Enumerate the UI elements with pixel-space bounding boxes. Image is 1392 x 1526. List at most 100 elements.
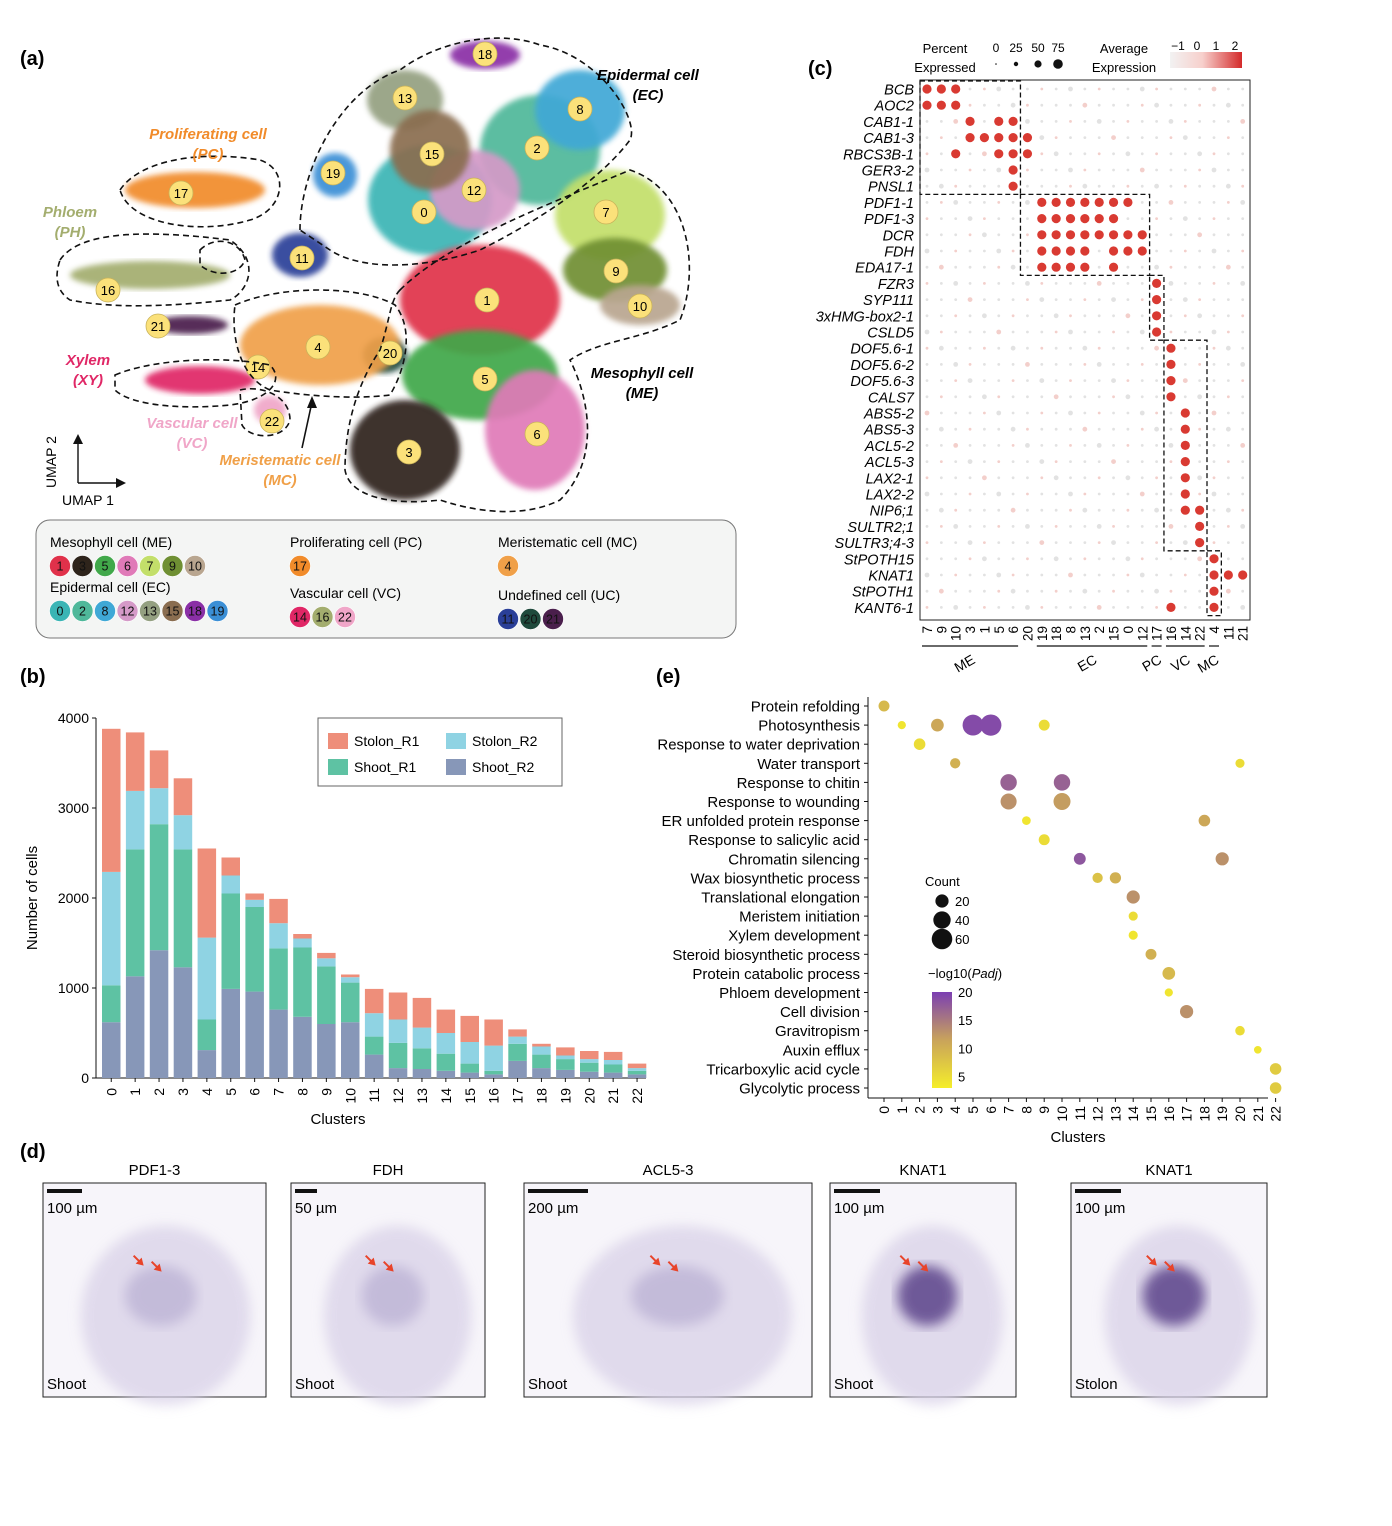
cluster-label-bg — [305, 334, 331, 360]
dot-StPOTH15-7 — [925, 557, 929, 561]
tissue-stain — [124, 1265, 197, 1326]
umap-cluster-label-10: 10 — [627, 293, 653, 319]
go-term-label: Glycolytic process — [739, 1081, 860, 1098]
in-situ-scale-label: 100 µm — [834, 1200, 884, 1217]
dot-KNAT1-4 — [1209, 570, 1219, 580]
dot-KNAT1-12 — [1139, 572, 1145, 578]
umap-cluster-17 — [125, 172, 265, 208]
dot-GER3-2-9 — [939, 168, 943, 172]
dot-ABS5-3-12 — [1140, 427, 1144, 431]
dot-SULTR3;4-3-10 — [954, 541, 958, 544]
dot-group-1: EC — [1036, 645, 1148, 675]
dot-StPOTH15-3 — [968, 557, 972, 561]
legend-cluster-10: 10 — [184, 555, 206, 577]
dot-EDA17-1-14 — [1183, 265, 1187, 269]
dot-BCB-17 — [1155, 87, 1158, 91]
go-term-label: Response to chitin — [737, 775, 860, 792]
go-point-24 — [1162, 967, 1176, 980]
dot-FDH-18 — [1051, 246, 1061, 256]
dot-NIP6;1-21 — [1241, 508, 1245, 512]
dot-CAB1-1-6 — [1008, 116, 1018, 126]
dot-3xHMG-box2-1-17 — [1152, 311, 1162, 321]
dot-BCB-20 — [1026, 87, 1029, 91]
umap-cluster-label-22: 22 — [259, 408, 285, 434]
go-x-tick-label: 12 — [1090, 1106, 1106, 1122]
cluster-tick-label: 5 — [992, 626, 1007, 634]
dot-StPOTH1-7 — [925, 589, 929, 593]
dot-DOF5.6-2-5 — [997, 363, 1001, 366]
dot-DOF5.6-2-17 — [1155, 363, 1158, 366]
dot-BCB-12 — [1139, 86, 1145, 92]
legend-cluster-6: 6 — [116, 555, 139, 577]
dot-PNSL1-1 — [983, 184, 986, 188]
dot-DOF5.6-2-19 — [1040, 363, 1044, 366]
dot-group-4: MC — [1195, 645, 1222, 676]
bar-Stolon_R1-17 — [508, 1029, 527, 1037]
dot-BCB-5 — [996, 86, 1002, 92]
dot-DOF5.6-1-12 — [1140, 346, 1144, 350]
cluster-label-bg — [603, 258, 629, 284]
dot-ABS5-2-22 — [1198, 411, 1202, 415]
dot-SYP111-22 — [1198, 298, 1202, 301]
dot-CAB1-3-21 — [1241, 136, 1245, 140]
dot-plot-gene-labels: BCBAOC2CAB1-1CAB1-3RBCS3B-1GER3-2PNSL1PD… — [816, 83, 915, 617]
dot-GER3-2-12 — [1139, 167, 1145, 173]
dot-NIP6;1-12 — [1140, 508, 1144, 512]
dot-FZR3-6 — [1011, 282, 1015, 285]
dot-DOF5.6-1-0 — [1126, 346, 1130, 350]
dot-NIP6;1-4 — [1212, 508, 1216, 512]
dot-DOF5.6-1-20 — [1026, 346, 1029, 350]
outline-meristematic — [233, 289, 407, 398]
count-legend-dot — [931, 928, 953, 950]
dot-StPOTH15-11 — [1226, 557, 1230, 561]
outline-mesophyll — [344, 169, 691, 513]
bar-Shoot_R1-12 — [388, 1042, 408, 1069]
bar-legend: Stolon_R1 Stolon_R2 Shoot_R1 Shoot_R2 — [328, 733, 538, 775]
dot-PDF1-3-22 — [1198, 217, 1202, 221]
region-name: Proliferating cell — [149, 126, 267, 143]
dot-ABS5-2-10 — [954, 411, 958, 415]
dot-StPOTH1-13 — [1082, 588, 1088, 594]
dot-FDH-5 — [996, 248, 1002, 254]
dot-CAB1-3-0 — [1126, 136, 1130, 140]
dot-KNAT1-9 — [939, 573, 943, 577]
dot-StPOTH15-1 — [982, 556, 987, 562]
dot-DOF5.6-3-11 — [1226, 379, 1230, 382]
dot-RBCS3B-1-18 — [1053, 151, 1059, 157]
dot-EDA17-1-18 — [1051, 262, 1061, 272]
bar-y-tick-label: 2000 — [58, 890, 89, 906]
dot-DCR-15 — [1108, 230, 1119, 240]
dot-StPOTH15-9 — [939, 557, 943, 561]
dot-PDF1-3-20 — [1026, 217, 1029, 221]
cluster-tick-label: 2 — [1092, 626, 1107, 634]
dot-ABS5-3-5 — [997, 427, 1001, 431]
color-legend-tick: −1 — [1171, 39, 1185, 53]
umap-cluster-label-5: 5 — [472, 366, 498, 392]
dot-DCR-8 — [1065, 230, 1076, 240]
dot-KNAT1-15 — [1112, 573, 1115, 577]
dot-PDF1-1-17 — [1155, 201, 1158, 204]
dot-CSLD5-3 — [968, 330, 972, 334]
legend-cluster-5: 5 — [94, 555, 116, 577]
dot-LAX2-1-2 — [1097, 476, 1101, 480]
dot-ACL5-3-18 — [1054, 460, 1058, 463]
dot-BCB-10 — [951, 84, 961, 94]
dot-LAX2-2-11 — [1226, 492, 1230, 496]
bar-Stolon_R2-5 — [221, 875, 240, 894]
dot-LAX2-1-5 — [997, 476, 1001, 480]
dot-ABS5-3-15 — [1112, 427, 1115, 431]
bar-Shoot_R2-1 — [125, 976, 145, 1078]
dot-BCB-8 — [1068, 86, 1073, 92]
bar-Stolon_R2-20 — [580, 1059, 599, 1063]
dot-BCB-11 — [1226, 87, 1230, 91]
legend-cluster-9: 9 — [161, 555, 184, 577]
cluster-label-bg — [145, 313, 171, 339]
go-points — [878, 700, 1282, 1094]
dot-ACL5-2-2 — [1096, 443, 1102, 448]
dot-DOF5.6-1-18 — [1054, 346, 1058, 350]
bar-x-tick-label: 2 — [151, 1088, 167, 1096]
dot-CAB1-1-1 — [983, 120, 986, 123]
dot-LAX2-2-10 — [954, 492, 958, 496]
in-situ-arrow-head — [135, 1257, 144, 1266]
bar-x-tick-label: 1 — [127, 1088, 143, 1096]
